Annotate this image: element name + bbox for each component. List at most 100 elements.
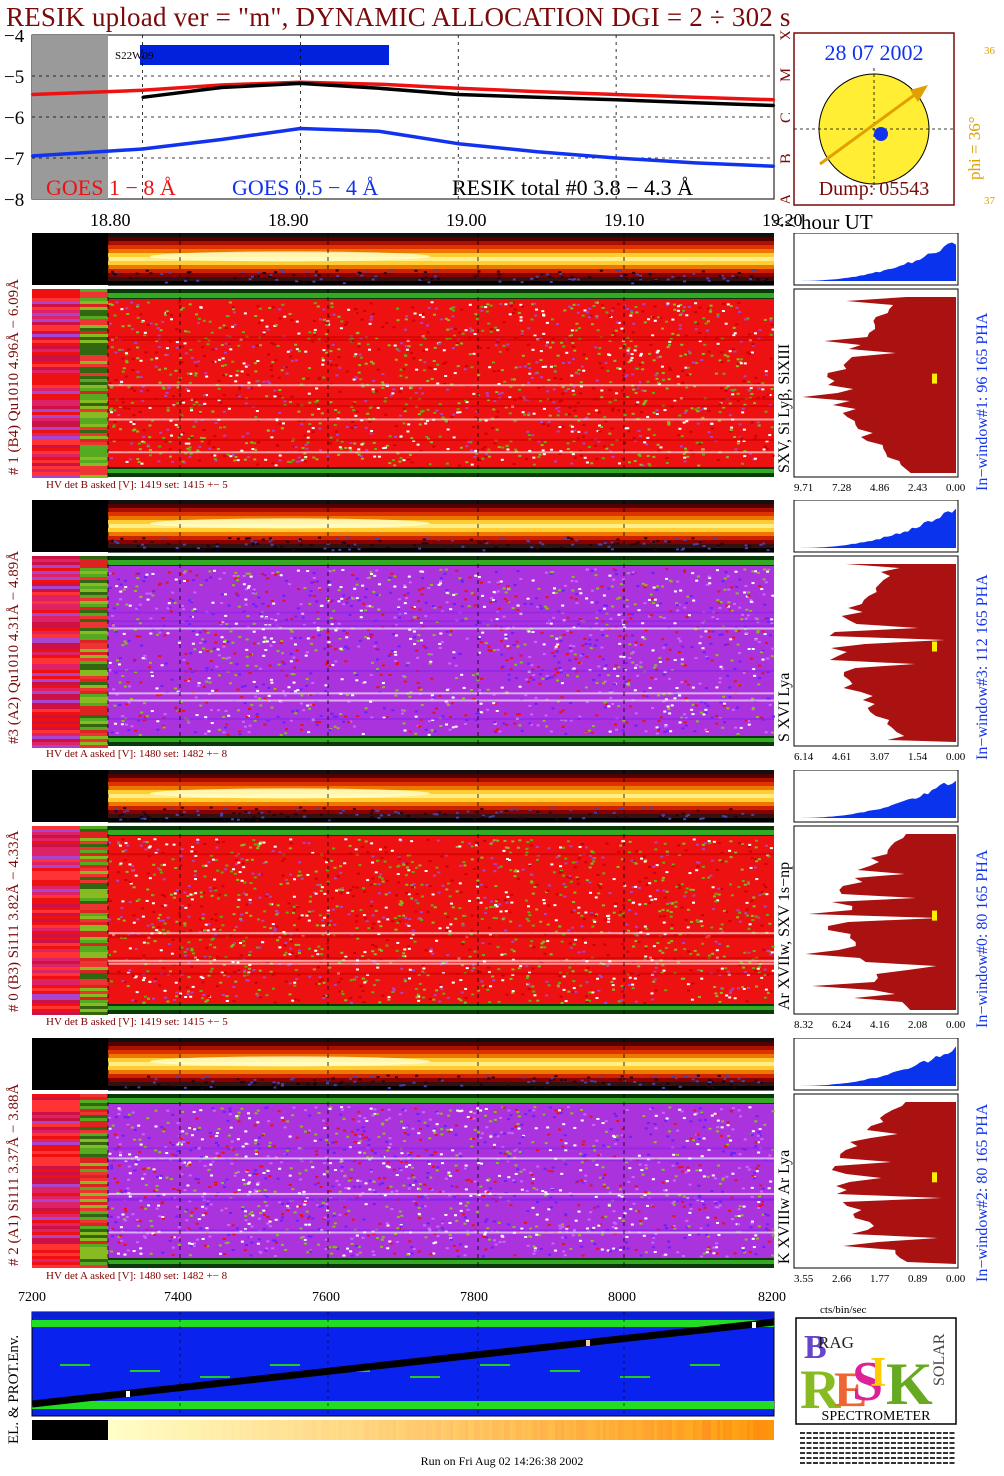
- angle-label-top: 36: [984, 45, 996, 57]
- series-point: [141, 96, 144, 99]
- heat-strip-gap: [32, 1420, 108, 1440]
- pha-tick-label: 2.43: [908, 482, 928, 494]
- pha-red-histogram: [831, 1102, 956, 1264]
- goes-long-series: [31, 80, 775, 102]
- channel-2-spectrogram: [32, 770, 775, 1015]
- series-point: [693, 161, 697, 165]
- flare-class-label: C: [778, 112, 790, 123]
- series-point: [772, 98, 776, 101]
- time-tick-label: 18.80: [90, 210, 131, 230]
- legend-resik-total: RESIK total #0 3.8 − 4.3 Å: [452, 175, 693, 200]
- logo-caption: SPECTROMETER: [822, 1409, 932, 1424]
- pha-marker: [932, 373, 937, 384]
- pha-tick-label: 6.24: [832, 1019, 852, 1031]
- flare-segment-bar: [140, 45, 389, 65]
- goes-lightcurve-chart: −4 −5 −6 −7 −8 S22W09 X M C B A GOES 1 − 8 Å GOE…: [4, 30, 790, 211]
- logo-solar: SOLAR: [931, 1333, 948, 1386]
- observation-date: 28 07 2002: [825, 40, 924, 65]
- flare-class-label: B: [778, 153, 790, 164]
- env-trend-line: [31, 1318, 775, 1408]
- pha-tick-label: 0.00: [946, 1019, 966, 1031]
- in-window-label: In−window#0: 80 165 PHA: [974, 849, 991, 1028]
- series-point: [299, 82, 302, 85]
- hv-status: HV det A asked [V]: 1480 set: 1482 +− 8: [44, 748, 230, 760]
- series-point: [772, 165, 776, 168]
- series-point: [378, 130, 381, 133]
- spectrogram-area: [32, 826, 774, 1014]
- logo-resik-e: E: [834, 1361, 867, 1417]
- series-point: [772, 104, 776, 107]
- in-window-label: In−window#2: 80 165 PHA: [974, 1103, 991, 1282]
- run-timestamp: Run on Fri Aug 02 14:26:38 2002: [420, 1454, 584, 1468]
- series-point: [30, 93, 34, 96]
- series-point: [220, 83, 223, 87]
- goes-ytick-label: −7: [4, 149, 24, 170]
- goes-ytick-label: −6: [4, 108, 24, 129]
- series-point: [535, 90, 539, 93]
- spectral-line-label: Ar XVIIw, SXV 1s−np: [776, 861, 793, 1010]
- time-unit-label: << hour UT: [772, 210, 873, 234]
- logo-letter-b: B: [804, 1329, 827, 1366]
- channel-3-spectrogram: [32, 1038, 775, 1268]
- series-point: [614, 93, 618, 96]
- dump-number: Dump: 05543: [819, 178, 930, 200]
- bottom-tick-label: 7600: [312, 1290, 340, 1305]
- flare-class-label: M: [778, 68, 790, 82]
- logo-resik-i: I: [870, 1350, 886, 1396]
- pha-tick-label: 7.28: [832, 482, 852, 494]
- channel-0-spectrogram: [32, 233, 775, 478]
- pha-tick-label: 0.00: [946, 751, 966, 763]
- channel-3-pha: 3.55 2.66 1.77 0.89 0.00: [793, 1038, 966, 1285]
- sun-position-panel: 28 07 2002 Dump: 05543 36 37 phi = 36°: [793, 32, 996, 207]
- series-point: [535, 150, 539, 154]
- environment-panel: [31, 1311, 775, 1440]
- strip-gap: [32, 233, 108, 285]
- bottom-tick-label: 8200: [758, 1290, 786, 1305]
- flare-location-marker: [874, 127, 888, 141]
- pha-tick-label: 0.00: [946, 1273, 966, 1285]
- channel-0-pha: 9.71 7.28 4.86 2.43 0.00: [793, 233, 966, 494]
- env-lower-band: [32, 1401, 774, 1409]
- goes-ytick-label: −5: [4, 67, 24, 88]
- bottom-tick-label: 7200: [18, 1290, 46, 1305]
- pha-tick-label: 1.54: [908, 751, 928, 763]
- position-angle-arrow: [819, 86, 925, 166]
- in-window-label: In−window#1: 96 165 PHA: [974, 312, 991, 491]
- channel-label: # 0 (B3) Si111 3.82Å − 4.33Å: [6, 830, 22, 1012]
- series-point: [141, 89, 144, 92]
- channel-label: #3 (A2) Qu1010 4.31Å − 4.89Å: [6, 550, 22, 744]
- pha-tick-label: 4.16: [870, 1019, 890, 1031]
- series-point: [378, 87, 381, 90]
- series-point: [457, 93, 460, 96]
- bottom-tick-label: 7400: [164, 1290, 192, 1305]
- pha-tick-label: 6.14: [794, 751, 814, 763]
- pha-marker: [932, 910, 937, 921]
- series-point: [614, 98, 618, 101]
- pha-axis-unit: cts/bin/sec: [820, 1304, 867, 1316]
- page-title: RESIK upload ver = "m", DYNAMIC ALLOCATI…: [6, 2, 791, 32]
- pha-marker: [932, 1172, 937, 1183]
- pha-tick-label: 8.32: [794, 1019, 813, 1031]
- pha-tick-label: 4.61: [832, 751, 851, 763]
- spectral-line-label: S XVI Lya: [776, 672, 793, 742]
- series-point: [378, 83, 381, 86]
- logo-resik-s: S: [852, 1351, 883, 1413]
- spectrogram-area: [32, 289, 774, 477]
- phi-angle: phi = 36°: [965, 116, 984, 180]
- pha-blue-histogram: [796, 1046, 956, 1086]
- logo-resik-k: K: [886, 1351, 933, 1417]
- pha-tick-label: 3.07: [870, 751, 890, 763]
- time-tick-label: 19.00: [446, 210, 487, 230]
- bottom-tick-label: 7800: [460, 1290, 488, 1305]
- series-point: [30, 154, 34, 158]
- goes-ytick-label: −4: [4, 30, 25, 47]
- pha-red-histogram: [802, 297, 956, 473]
- pha-tick-label: 3.55: [794, 1273, 814, 1285]
- hv-status: HV det A asked [V]: 1480 set: 1482 +− 8: [44, 1270, 230, 1282]
- logo-fine-print: [796, 1430, 958, 1470]
- hv-status: HV det B asked [V]: 1419 set: 1415 +− 5: [44, 1016, 230, 1028]
- series-point: [693, 101, 697, 104]
- hv-status: HV det B asked [V]: 1419 set: 1415 +− 5: [44, 479, 230, 491]
- series-point: [457, 142, 460, 145]
- series-point: [535, 96, 539, 99]
